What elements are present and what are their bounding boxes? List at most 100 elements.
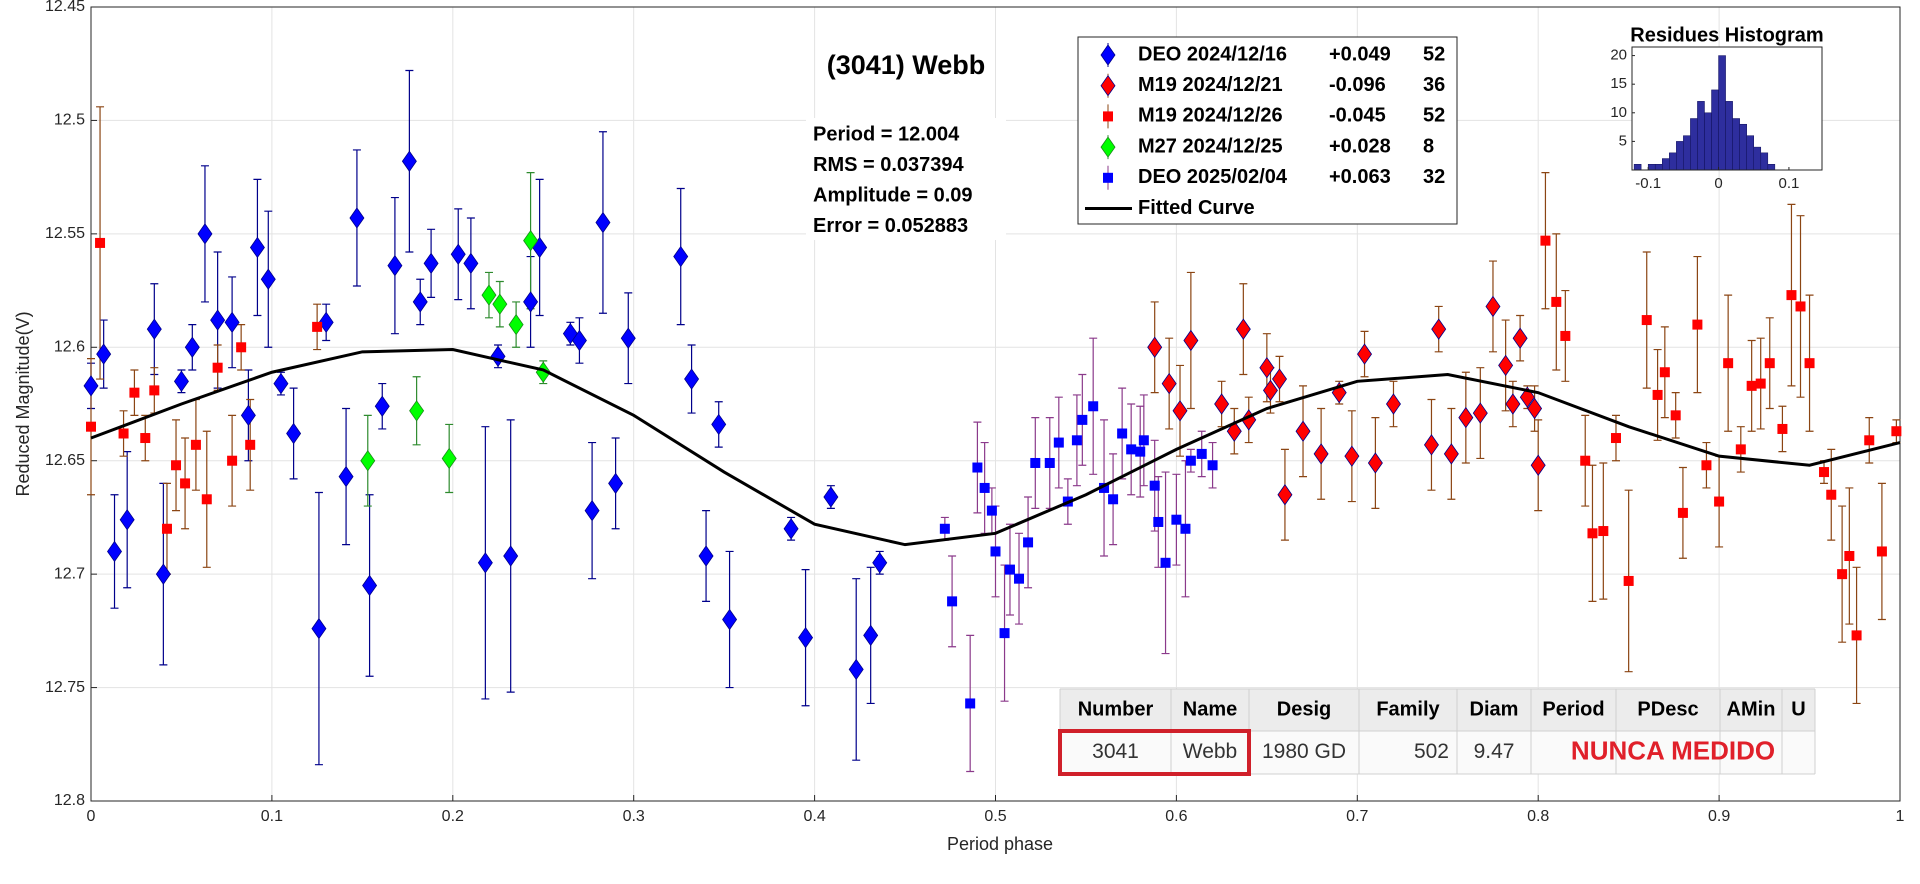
x-tick-label: 0.6	[1165, 808, 1187, 825]
square-marker	[1670, 410, 1681, 421]
diamond-marker	[1527, 397, 1543, 420]
square-marker	[999, 628, 1010, 639]
legend-count: 32	[1423, 166, 1445, 188]
square-marker	[129, 387, 140, 398]
diamond-marker	[673, 245, 689, 268]
legend-offset: +0.063	[1329, 166, 1391, 188]
legend-count: 52	[1423, 43, 1445, 65]
inset-title: Residues Histogram	[1630, 24, 1823, 46]
table-cell: 3041	[1092, 740, 1139, 763]
diamond-marker	[146, 318, 162, 340]
diamond-marker	[311, 617, 327, 640]
diamond-marker	[450, 243, 466, 265]
diamond-marker	[1344, 445, 1360, 467]
legend-label: M19 2024/12/21	[1138, 74, 1283, 96]
histogram-bar	[1732, 118, 1740, 171]
table-header: Family	[1376, 698, 1440, 720]
square-marker	[1077, 414, 1088, 425]
square-marker	[1677, 507, 1688, 518]
square-marker	[979, 482, 990, 493]
diamond-marker	[1530, 454, 1546, 476]
diamond-marker	[83, 375, 99, 397]
square-marker	[1099, 482, 1110, 493]
diamond-marker	[1147, 336, 1163, 358]
x-tick-label: 0.4	[803, 808, 825, 825]
square-marker	[1876, 546, 1887, 557]
diamond-marker	[1385, 393, 1401, 415]
diamond-marker	[1458, 406, 1474, 429]
square-marker	[1786, 290, 1797, 301]
diamond-marker	[155, 563, 171, 585]
diamond-marker	[1235, 318, 1251, 340]
histogram-bar	[1662, 158, 1670, 171]
square-marker	[1540, 235, 1551, 246]
table-header: PDesc	[1637, 698, 1698, 720]
diamond-marker	[1259, 357, 1275, 379]
diamond-marker	[798, 626, 814, 649]
diamond-marker	[1498, 354, 1514, 377]
x-tick-label: 0.9	[1708, 808, 1730, 825]
square-marker	[1138, 435, 1149, 446]
square-marker	[1180, 523, 1191, 534]
square-marker	[1610, 433, 1621, 444]
histogram-bar	[1669, 152, 1677, 171]
diamond-marker	[872, 552, 888, 574]
y-tick-label: 20	[1610, 47, 1627, 64]
diamond-marker	[523, 291, 539, 313]
annotation: Period = 12.004	[813, 123, 960, 145]
table-header: U	[1791, 698, 1805, 720]
table-cell: 502	[1414, 740, 1449, 763]
diamond-marker	[197, 223, 213, 245]
square-marker	[1108, 494, 1119, 505]
diamond-marker	[523, 229, 539, 252]
square-marker	[140, 433, 151, 444]
square-marker	[1160, 557, 1171, 568]
histogram-bar	[1697, 101, 1705, 171]
legend-label: DEO 2025/02/04	[1138, 166, 1288, 188]
annotation: Amplitude = 0.09	[813, 184, 973, 206]
square-marker	[1153, 516, 1164, 527]
legend-marker	[1103, 172, 1113, 183]
square-marker	[1755, 378, 1766, 389]
diamond-marker	[441, 447, 457, 470]
table-header: Period	[1542, 698, 1604, 720]
histogram-bar	[1690, 118, 1698, 171]
diamond-marker	[401, 150, 417, 172]
x-axis-label: Period phase	[947, 834, 1053, 854]
legend-label: Fitted Curve	[1138, 197, 1255, 219]
diamond-marker	[1172, 400, 1188, 422]
square-marker	[180, 478, 191, 489]
square-marker	[1623, 575, 1634, 586]
diamond-marker	[1505, 393, 1521, 415]
table-row-bg	[1060, 731, 1815, 774]
histogram-bar	[1746, 135, 1754, 171]
y-tick-label: 10	[1610, 104, 1627, 121]
y-tick-label: 12.5	[54, 112, 85, 129]
diamond-marker	[783, 518, 799, 540]
x-tick-label: 0.8	[1527, 808, 1549, 825]
square-marker	[1598, 526, 1609, 537]
histogram-bar	[1633, 164, 1642, 171]
square-marker	[1149, 480, 1160, 491]
x-tick-label: 0.1	[261, 808, 283, 825]
square-marker	[939, 523, 950, 534]
square-marker	[1837, 569, 1848, 580]
histogram-bar	[1718, 55, 1726, 171]
legend-offset: +0.028	[1329, 135, 1391, 157]
square-marker	[947, 596, 958, 607]
square-marker	[236, 342, 247, 353]
square-marker	[1207, 460, 1218, 471]
square-marker	[1701, 460, 1712, 471]
diamond-marker	[1357, 343, 1373, 365]
square-marker	[1551, 296, 1562, 307]
diamond-marker	[107, 540, 123, 563]
square-marker	[1185, 455, 1196, 466]
square-marker	[95, 237, 106, 248]
diamond-marker	[119, 508, 135, 531]
diamond-marker	[374, 395, 390, 417]
square-marker	[1795, 301, 1806, 312]
square-marker	[1587, 528, 1598, 539]
histogram-bar	[1753, 146, 1762, 171]
table-header: Diam	[1470, 698, 1519, 720]
diamond-marker	[1485, 295, 1501, 318]
